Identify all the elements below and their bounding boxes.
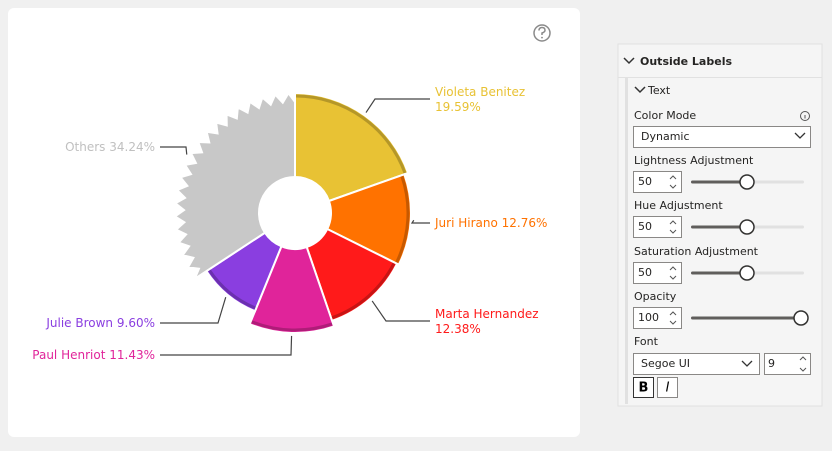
slice-rim [331, 262, 396, 320]
label-name: Julie Brown [45, 316, 113, 330]
spinner[interactable] [669, 220, 677, 234]
data-label: Juri Hirano 12.76% [434, 216, 547, 230]
spinner[interactable] [669, 266, 677, 280]
field-label: Hue Adjustment [634, 199, 723, 212]
spinner[interactable] [669, 311, 677, 325]
label-name: Marta Hernandez [435, 307, 539, 321]
number-value[interactable]: 50 [638, 220, 652, 233]
dropdown-arrow[interactable] [741, 360, 753, 367]
pie-chart: Violeta Benitez 19.59% Juri Hirano 12.76% M… [32, 85, 547, 362]
label-name: Juri Hirano [434, 216, 498, 230]
field-label: Saturation Adjustment [634, 245, 759, 258]
dropdown-arrow[interactable] [794, 132, 806, 139]
info-mark [804, 115, 806, 119]
leader-line [371, 300, 430, 322]
data-label: Violeta Benitez 19.59% [435, 85, 525, 114]
number-value[interactable]: 50 [638, 175, 652, 188]
bold-label[interactable]: B [639, 381, 649, 396]
label-value: 11.43% [109, 348, 155, 362]
chevron[interactable] [634, 86, 646, 94]
label-value: 12.38% [435, 322, 481, 336]
slice-rim [208, 269, 256, 310]
help-mark[interactable] [538, 26, 546, 36]
label-name: Paul Henriot [32, 348, 105, 362]
slider-fill [691, 180, 747, 184]
spinner[interactable] [669, 175, 677, 189]
leader-line [160, 296, 227, 324]
info-icon[interactable] [800, 111, 810, 121]
bold-button[interactable] [633, 377, 654, 398]
section-title[interactable]: Text [647, 84, 671, 97]
field-label: Color Mode [634, 109, 696, 122]
italic-button[interactable] [657, 377, 678, 398]
font-dropdown[interactable] [633, 353, 760, 375]
font-size[interactable]: 9 [768, 357, 775, 370]
data-label: Others 34.24% [65, 140, 155, 154]
number-box[interactable] [633, 307, 682, 329]
help-icon[interactable] [533, 24, 551, 42]
slider-fill [691, 316, 801, 320]
leader-line [160, 335, 293, 356]
slider-fill [691, 271, 747, 275]
number-box[interactable] [633, 216, 682, 238]
panel-title[interactable]: Outside Labels [640, 55, 732, 68]
slider-knob[interactable] [739, 219, 755, 235]
slice-rim [395, 175, 410, 264]
label-value: 12.76% [502, 216, 548, 230]
spinner[interactable] [799, 356, 807, 372]
dropdown-value[interactable]: Dynamic [641, 130, 690, 143]
divider [618, 77, 822, 78]
slider-knob[interactable] [739, 265, 755, 281]
label-value: 34.24% [109, 140, 155, 154]
slice-rim [296, 94, 407, 174]
field-label: Opacity [634, 290, 677, 303]
slider-knob[interactable] [739, 174, 755, 190]
field-label: Lightness Adjustment [634, 154, 754, 167]
font-family[interactable]: Segoe UI [641, 357, 690, 370]
chevron[interactable] [623, 57, 635, 65]
data-label: Marta Hernandez 12.38% [435, 307, 539, 336]
slice-rim [251, 320, 333, 332]
number-value[interactable]: 100 [638, 311, 659, 324]
number-value[interactable]: 50 [638, 266, 652, 279]
label-value: 9.60% [117, 316, 155, 330]
help-circle[interactable] [533, 24, 551, 42]
leader-line [410, 219, 430, 224]
help-dot[interactable] [541, 36, 543, 39]
data-label: Julie Brown 9.60% [45, 316, 155, 330]
label-name: Others [65, 140, 105, 154]
number-box[interactable] [633, 262, 682, 284]
section-rule [625, 78, 628, 404]
sliders: Lightness Adjustment 50 Hue Adjustment 50 Sa… [633, 154, 809, 329]
donut-hole [259, 177, 331, 249]
data-label: Paul Henriot 11.43% [32, 348, 155, 362]
dropdown[interactable] [633, 126, 811, 148]
font-size-box[interactable] [764, 353, 811, 375]
number-box[interactable] [633, 171, 682, 193]
slider-fill [691, 225, 747, 229]
italic-label[interactable]: I [666, 381, 670, 396]
label-value: 19.59% [435, 100, 481, 114]
label-name: Violeta Benitez [435, 85, 525, 99]
leader-line [160, 146, 188, 155]
leader-line [365, 98, 430, 113]
slider-knob[interactable] [793, 310, 809, 326]
field-label: Font [634, 335, 659, 348]
